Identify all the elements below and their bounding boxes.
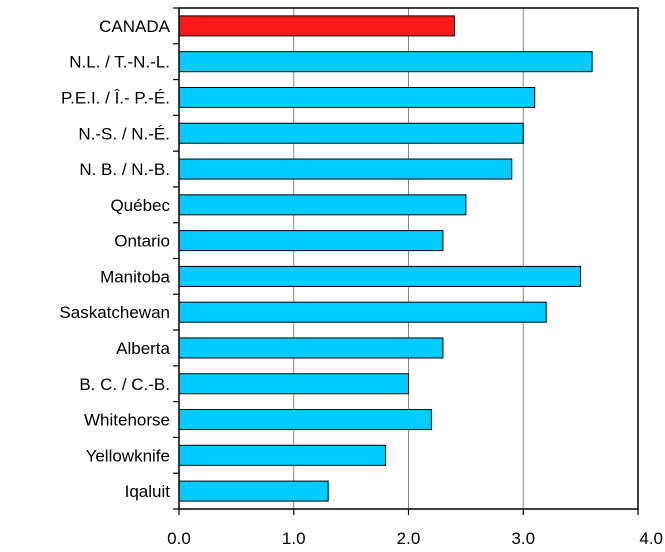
x-tick-label-1: 1.0 <box>282 529 306 548</box>
category-label-12: Yellowknife <box>86 446 170 465</box>
category-label-11: Whitehorse <box>84 411 170 430</box>
x-tick-label-4: 4.0 <box>639 529 663 548</box>
x-tick-label-3: 3.0 <box>511 529 535 548</box>
bar-2 <box>178 86 536 108</box>
category-label-8: Saskatchewan <box>59 303 170 322</box>
category-label-7: Manitoba <box>100 267 170 286</box>
x-tick-label-0: 0.0 <box>167 529 191 548</box>
bar-9 <box>178 337 444 359</box>
bar-6 <box>178 230 444 252</box>
bar-1 <box>178 51 593 73</box>
x-tick-label-2: 2.0 <box>397 529 421 548</box>
category-label-9: Alberta <box>116 339 170 358</box>
bar-10 <box>178 373 409 395</box>
category-label-2: P.E.I. / Î.- P.-É. <box>61 88 170 107</box>
x-tick-labels: 0.0 1.0 2.0 3.0 4.0 <box>167 529 663 548</box>
category-labels: CANADA N.L. / T.-N.-L. P.E.I. / Î.- P.-É. N… <box>59 17 170 501</box>
category-label-1: N.L. / T.-N.-L. <box>69 53 170 72</box>
category-label-3: N.-S. / N.-É. <box>78 124 170 143</box>
y-axis-ticks <box>173 7 179 510</box>
bar-8 <box>178 301 547 323</box>
category-label-5: Québec <box>110 196 170 215</box>
grid-lines <box>293 8 524 509</box>
bar-11 <box>178 409 432 431</box>
bar-0 <box>178 15 455 37</box>
category-label-13: Iqaluit <box>125 482 171 501</box>
category-label-4: N. B. / N.-B. <box>79 160 170 179</box>
category-label-10: B. C. / C.-B. <box>79 375 170 394</box>
bar-12 <box>178 444 387 466</box>
bars <box>178 15 593 502</box>
bar-7 <box>178 265 582 287</box>
x-axis-ticks <box>178 509 639 515</box>
bar-5 <box>178 194 467 216</box>
bar-3 <box>178 122 524 144</box>
bar-13 <box>178 480 329 502</box>
category-label-6: Ontario <box>114 232 170 251</box>
bar-4 <box>178 158 513 180</box>
category-label-0: CANADA <box>99 17 171 36</box>
